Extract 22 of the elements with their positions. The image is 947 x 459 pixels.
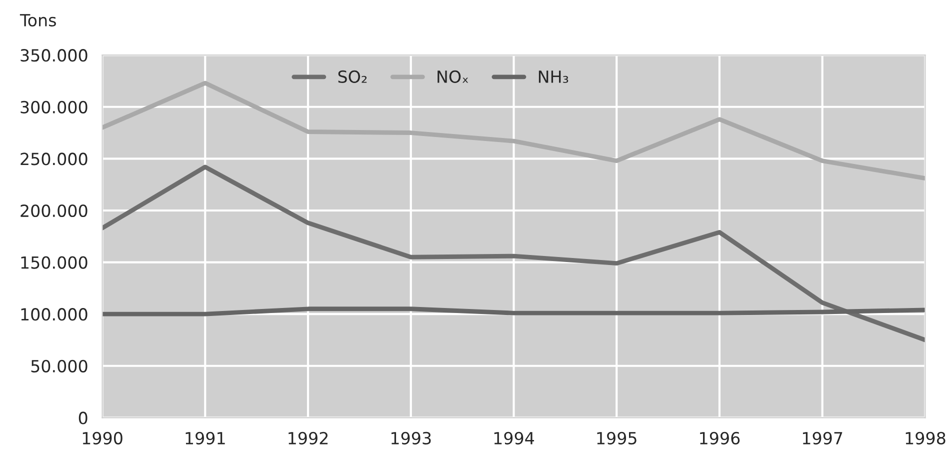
x-tick-label: 1995 bbox=[597, 432, 636, 444]
y-tick-label: 100.000 bbox=[21, 308, 88, 321]
y-tick-label: 300.000 bbox=[20, 100, 88, 114]
x-tick-label: 1997 bbox=[802, 432, 842, 444]
x-tick-label: 1993 bbox=[392, 432, 431, 444]
x-tick-label: 1990 bbox=[82, 432, 122, 444]
y-axis-title: Tons bbox=[20, 14, 56, 26]
x-tick-label: 1998 bbox=[906, 432, 946, 444]
y-tick-label: 0 bbox=[78, 412, 88, 424]
y-tick-label: 350.000 bbox=[20, 49, 88, 62]
x-tick-label: 1991 bbox=[186, 432, 225, 444]
y-tick-label: 50.000 bbox=[31, 360, 88, 372]
x-tick-label: 1994 bbox=[494, 432, 534, 444]
legend-label: NOₓ bbox=[438, 70, 468, 83]
legend-label: NH₃ bbox=[538, 70, 568, 83]
y-tick-label: 150.000 bbox=[21, 256, 88, 269]
x-tick-label: 1996 bbox=[700, 432, 740, 444]
x-tick-label: 1992 bbox=[288, 432, 328, 444]
legend-label: SO₂ bbox=[338, 70, 367, 83]
y-tick-label: 250.000 bbox=[20, 152, 88, 166]
y-tick-label: 200.000 bbox=[20, 204, 88, 218]
line-series bbox=[102, 164, 926, 342]
